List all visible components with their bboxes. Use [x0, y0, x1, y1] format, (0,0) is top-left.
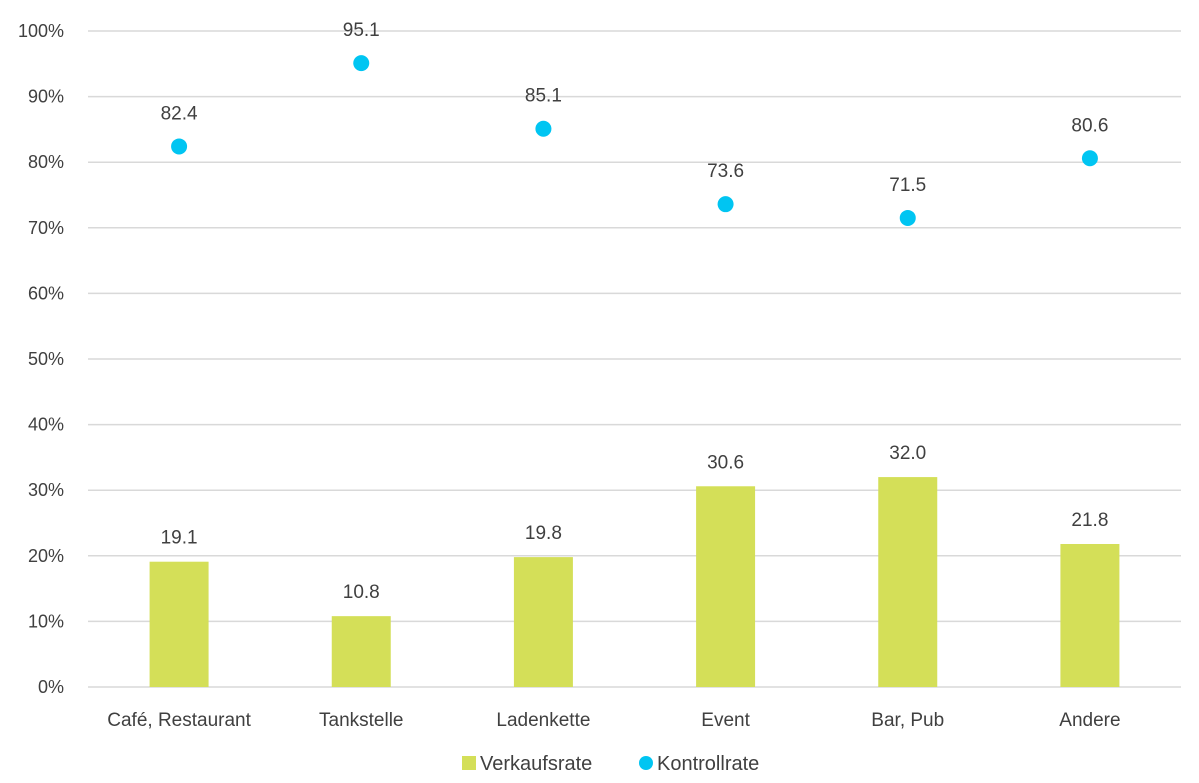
bar: [1060, 543, 1120, 687]
x-category-label: Andere: [1059, 710, 1120, 731]
y-tick-label: 20%: [28, 546, 64, 566]
bar-data-label: 21.8: [1071, 510, 1108, 531]
x-axis-categories: Café, Restaurant Tankstelle Ladenkette Even…: [107, 710, 1120, 731]
bar: [149, 561, 209, 687]
point-data-label: 80.6: [1071, 115, 1108, 136]
bar: [696, 486, 756, 687]
y-tick-label: 70%: [28, 218, 64, 238]
y-tick-label: 0%: [38, 677, 64, 697]
legend-point-swatch: [639, 756, 653, 770]
point: [1081, 150, 1098, 167]
y-tick-label: 30%: [28, 480, 64, 500]
y-tick-label: 80%: [28, 152, 64, 172]
legend: Verkaufsrate Kontrollrate: [462, 753, 759, 775]
bar-data-label: 10.8: [343, 582, 380, 603]
bar-data-label: 19.8: [525, 523, 562, 544]
bar-series: [149, 477, 1120, 687]
point-data-label: 82.4: [161, 103, 198, 124]
legend-label: Verkaufsrate: [480, 753, 592, 775]
x-category-label: Ladenkette: [496, 710, 590, 731]
data-labels: 19.1 82.4 10.8 95.1 19.8 85.1 30.6 73.6 32.0 71.5…: [161, 20, 1109, 603]
x-category-label: Tankstelle: [319, 710, 404, 731]
point: [353, 55, 370, 72]
bar-data-label: 30.6: [707, 452, 744, 473]
bar: [513, 557, 573, 687]
x-category-label: Café, Restaurant: [107, 710, 251, 731]
point-series: [171, 55, 1098, 226]
y-tick-label: 10%: [28, 611, 64, 631]
legend-bar-swatch: [462, 756, 476, 770]
bar-data-label: 32.0: [889, 443, 926, 464]
y-tick-label: 100%: [18, 21, 64, 41]
legend-label: Kontrollrate: [657, 753, 759, 775]
y-tick-label: 50%: [28, 349, 64, 369]
x-category-label: Event: [701, 710, 750, 731]
point: [535, 120, 552, 137]
y-tick-label: 90%: [28, 87, 64, 107]
grid-layer: [88, 30, 1181, 688]
point: [717, 196, 734, 213]
point: [171, 138, 188, 155]
x-category-label: Bar, Pub: [871, 710, 944, 731]
y-axis-ticks: 0% 10% 20% 30% 40% 50% 60% 70% 80% 90% 100%: [18, 21, 64, 697]
point-data-label: 73.6: [707, 161, 744, 182]
point-data-label: 85.1: [525, 86, 562, 107]
point-data-label: 71.5: [889, 175, 926, 196]
y-tick-label: 60%: [28, 283, 64, 303]
bar: [331, 616, 391, 687]
point-data-label: 95.1: [343, 20, 380, 41]
bar: [878, 477, 938, 687]
y-tick-label: 40%: [28, 415, 64, 435]
bar-data-label: 19.1: [161, 528, 198, 549]
point: [899, 209, 916, 226]
